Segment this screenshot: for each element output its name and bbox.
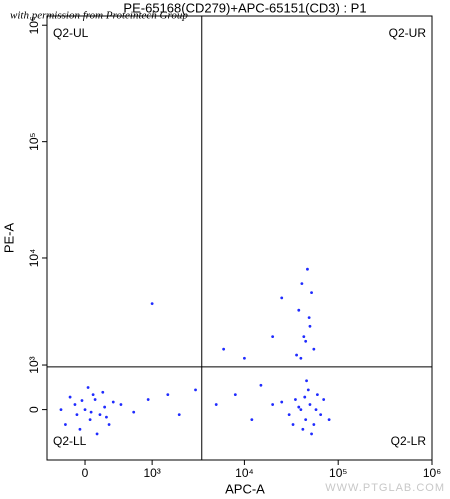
point: [166, 393, 170, 397]
point: [327, 418, 331, 422]
point: [299, 408, 303, 412]
point: [103, 405, 107, 409]
point: [305, 379, 308, 383]
y-tick-label: 10⁵: [27, 132, 41, 150]
point: [59, 408, 63, 412]
quadrant-label: Q2-LR: [391, 434, 427, 448]
point: [250, 418, 254, 422]
point: [73, 403, 77, 406]
point: [322, 398, 326, 401]
point: [307, 316, 311, 320]
point: [287, 413, 291, 417]
point: [259, 383, 263, 387]
y-tick-label: 0: [27, 406, 41, 413]
point: [98, 413, 102, 417]
point: [80, 399, 84, 402]
point: [86, 386, 90, 389]
point: [303, 395, 307, 399]
point: [300, 282, 304, 285]
point: [107, 423, 111, 426]
point: [214, 403, 218, 406]
point: [64, 423, 67, 426]
point: [304, 418, 308, 422]
point: [271, 403, 275, 406]
x-tick-label: 10³: [143, 466, 160, 480]
point: [88, 418, 92, 422]
point: [312, 347, 316, 351]
chart-title: PE-65168(CD279)+APC-65151(CD3) : P1: [123, 0, 366, 15]
quadrant-label: Q2-LL: [53, 434, 87, 448]
point: [280, 400, 284, 404]
y-tick-label: 10⁴: [27, 249, 41, 268]
point: [243, 356, 246, 360]
point: [304, 339, 308, 343]
x-tick-label: 10⁴: [235, 466, 254, 480]
point: [119, 403, 123, 406]
points: [59, 267, 331, 436]
point: [78, 427, 82, 431]
point: [111, 400, 115, 404]
point: [319, 413, 323, 417]
point: [297, 405, 301, 409]
point: [308, 403, 312, 406]
x-tick-label: 10⁵: [329, 466, 347, 480]
point: [314, 408, 318, 412]
point: [75, 413, 79, 417]
point: [222, 347, 226, 351]
footer-watermark: WWW.PTGLAB.COM: [325, 482, 445, 494]
point: [310, 432, 313, 436]
point: [146, 398, 150, 401]
point: [302, 335, 306, 338]
point: [280, 296, 284, 300]
x-tick-label: 0: [82, 466, 89, 480]
quadrant-label: Q2-UL: [53, 26, 89, 40]
point: [101, 390, 105, 394]
point: [271, 335, 275, 338]
point: [91, 393, 95, 397]
point: [301, 427, 305, 431]
point: [291, 423, 295, 426]
x-tick-label: 10⁶: [423, 466, 441, 480]
point: [89, 410, 93, 414]
point: [294, 398, 297, 401]
point: [308, 324, 312, 328]
quadrant-label: Q2-UR: [389, 26, 427, 40]
point: [306, 267, 309, 271]
point: [312, 423, 316, 426]
point: [83, 408, 87, 412]
point: [310, 291, 313, 295]
point: [105, 415, 108, 419]
point: [93, 398, 97, 401]
point: [306, 388, 310, 392]
x-axis-label: APC-A: [225, 481, 265, 496]
y-axis-label: PE-A: [1, 223, 16, 254]
point: [297, 308, 301, 312]
point: [95, 432, 99, 436]
point: [150, 302, 154, 306]
point: [233, 393, 237, 397]
point: [194, 388, 197, 392]
y-tick-label: 10⁶: [27, 16, 41, 34]
point: [315, 393, 319, 397]
point: [132, 410, 136, 414]
y-tick-label: 10³: [27, 356, 41, 373]
point: [177, 413, 181, 417]
point: [299, 356, 303, 360]
plot-frame: [46, 15, 433, 461]
point: [295, 353, 298, 357]
point: [68, 395, 72, 399]
